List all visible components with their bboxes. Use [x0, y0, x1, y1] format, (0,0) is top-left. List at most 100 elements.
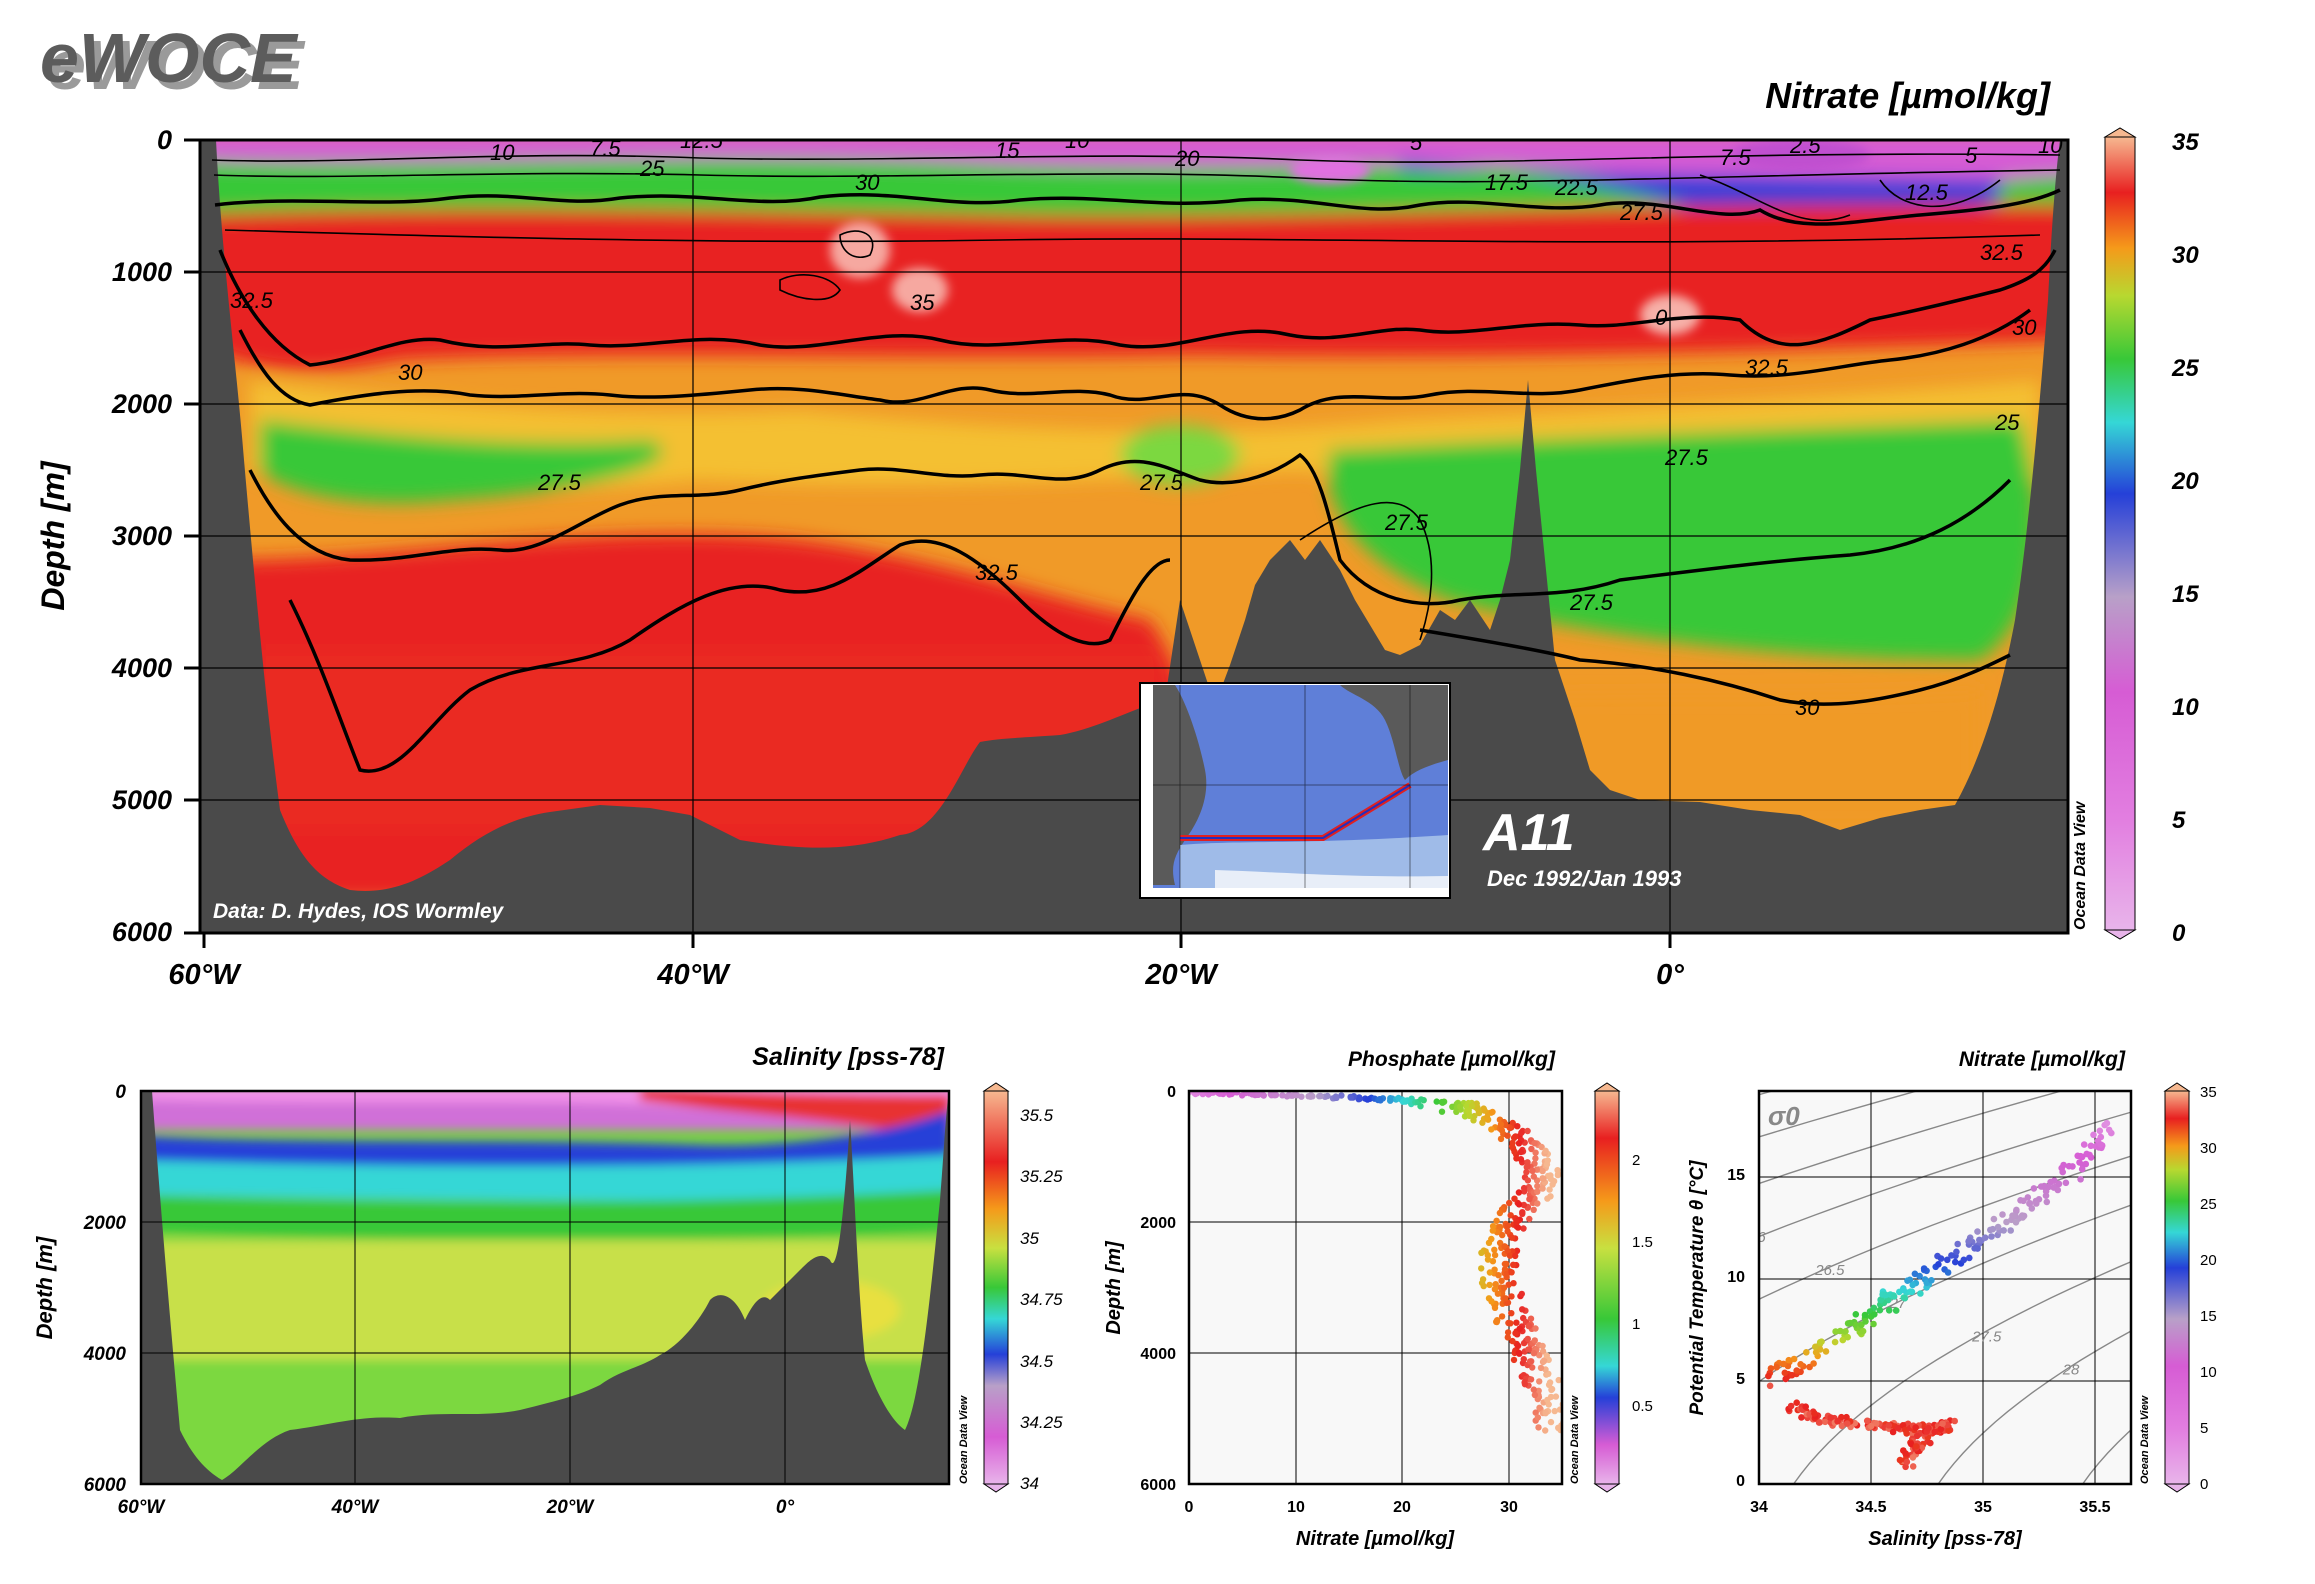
ts-point	[1925, 1424, 1932, 1432]
no3-profile-point	[1529, 1167, 1536, 1175]
ts-point	[1952, 1258, 1959, 1266]
no3-profile-point	[1514, 1342, 1522, 1350]
ts-frame	[1757, 1089, 2133, 1486]
no3-profile-point	[1307, 1093, 1314, 1100]
contour-label: 22.5	[1554, 175, 1599, 200]
no3-profile-frame	[1187, 1089, 1564, 1486]
no3-profile-point	[1540, 1357, 1548, 1365]
ts-point	[2087, 1142, 2095, 1150]
no3-profile-point	[1192, 1091, 1199, 1098]
ts-point	[1911, 1270, 1919, 1278]
no3-profile-point	[1488, 1235, 1495, 1243]
ts-point	[2024, 1194, 2032, 1201]
ts-point	[2055, 1180, 2063, 1188]
ts-point	[2040, 1182, 2048, 1190]
contour-label: 27.5	[1619, 200, 1664, 225]
no3-profile-point	[1470, 1117, 1477, 1124]
contour-label: 32.5	[1745, 355, 1789, 380]
no3-profile-point	[1520, 1356, 1528, 1363]
contour-label: 30	[2012, 315, 2037, 340]
isopycnal-label: 26.5	[1814, 1262, 1845, 1279]
ts-point	[1909, 1463, 1917, 1470]
no3-profile-title: Phosphate [µmol/kg]	[1348, 1048, 1556, 1071]
no3-profile-point	[1513, 1218, 1520, 1226]
no3-profile-point	[1468, 1102, 1476, 1110]
ts-point	[1951, 1417, 1958, 1425]
ts-x-tick: 34	[1750, 1499, 1768, 1516]
contour-thin-e	[779, 274, 841, 301]
ts-point	[1822, 1348, 1830, 1355]
no3-x-tick: 30	[1500, 1499, 1518, 1516]
ts-cbar-tick: 0	[2200, 1476, 2208, 1493]
ts-point	[1793, 1399, 1800, 1406]
contour-32-5	[218, 249, 2057, 367]
ts-point	[1821, 1418, 1829, 1426]
sal-cbar-tick: 34	[1020, 1474, 1039, 1493]
no3-profile-point	[1548, 1386, 1555, 1394]
colorbar-tick: 30	[2172, 242, 2199, 269]
no3-profile-point	[1513, 1155, 1520, 1162]
ts-point	[2077, 1152, 2084, 1160]
contour-label: 17.5	[1485, 170, 1529, 195]
ts-y-axis-label: Potential Temperature θ [°C]	[1687, 1160, 1708, 1416]
ts-point	[1937, 1255, 1945, 1262]
no3-profile-point	[1517, 1148, 1525, 1156]
ts-x-tick: 35	[1974, 1499, 1992, 1516]
no3-profile-point	[1501, 1260, 1509, 1268]
ts-point	[1944, 1256, 1951, 1264]
no3-profile-point	[1530, 1206, 1537, 1214]
contour-label: 32.5	[1980, 240, 2024, 265]
ts-point	[1885, 1307, 1893, 1314]
ts-point	[2086, 1151, 2093, 1159]
ts-point	[1900, 1286, 1907, 1294]
contour-label: 20	[1174, 146, 1200, 171]
ts-x-tick: 34.5	[1855, 1499, 1886, 1516]
y-tick-label: 5000	[112, 785, 172, 815]
isopycnal-line	[1759, 1091, 2064, 1185]
no3-profile-point	[1530, 1350, 1538, 1357]
ts-point	[2082, 1160, 2090, 1168]
no3-profile-point	[1535, 1424, 1542, 1431]
no3-profile-point	[1521, 1379, 1528, 1386]
ts-point	[2028, 1205, 2036, 1212]
no3-profile-point	[1504, 1132, 1511, 1139]
no3-profile-point	[1216, 1091, 1224, 1097]
no3-profile-point	[1478, 1249, 1485, 1257]
ts-point	[1990, 1215, 1998, 1223]
ts-point	[1844, 1333, 1851, 1341]
no3-profile-points	[1179, 1089, 1562, 1434]
no3-profile-point	[1179, 1089, 1185, 1095]
no3-profile-point	[1496, 1209, 1504, 1217]
no3-profile-point	[1489, 1258, 1497, 1265]
main-y-axis-label: Depth [m]	[35, 460, 71, 611]
ts-point	[1815, 1419, 1823, 1426]
phos-cbar-tick: 1.5	[1632, 1234, 1653, 1251]
no3-profile-point	[1547, 1418, 1555, 1426]
ts-point	[1896, 1456, 1904, 1464]
ts-point	[2009, 1213, 2017, 1220]
no3-profile-point	[1526, 1195, 1533, 1203]
contour-label: 27.5	[1139, 470, 1184, 495]
phos-cbar-tick: 2	[1632, 1152, 1640, 1169]
contour-label: 32.5	[230, 288, 274, 313]
contour-label: 10	[490, 140, 515, 165]
sal-y-tick: 4000	[83, 1344, 127, 1365]
contour-30-east	[1419, 628, 2011, 706]
no3-profile-point	[1509, 1119, 1516, 1127]
ts-cbar-tick: 20	[2200, 1252, 2217, 1269]
y-tick-label: 3000	[112, 521, 172, 551]
logo-shadow: eWOCE	[47, 26, 306, 104]
no3-profile-point	[1226, 1091, 1233, 1098]
ts-point	[2050, 1184, 2058, 1191]
ts-point	[1917, 1290, 1924, 1297]
no3-profile-point	[1532, 1409, 1539, 1416]
contour-label: 5	[1410, 130, 1423, 155]
ts-point	[1907, 1288, 1914, 1295]
isopycnal-line	[1759, 1155, 2131, 1301]
sal-cbar-tick: 35.5	[1020, 1106, 1054, 1125]
isopycnal-label: 25	[1640, 1163, 1658, 1180]
no3-profile-point	[1347, 1094, 1355, 1101]
ts-point	[1901, 1294, 1909, 1302]
ts-point	[2007, 1227, 2014, 1234]
